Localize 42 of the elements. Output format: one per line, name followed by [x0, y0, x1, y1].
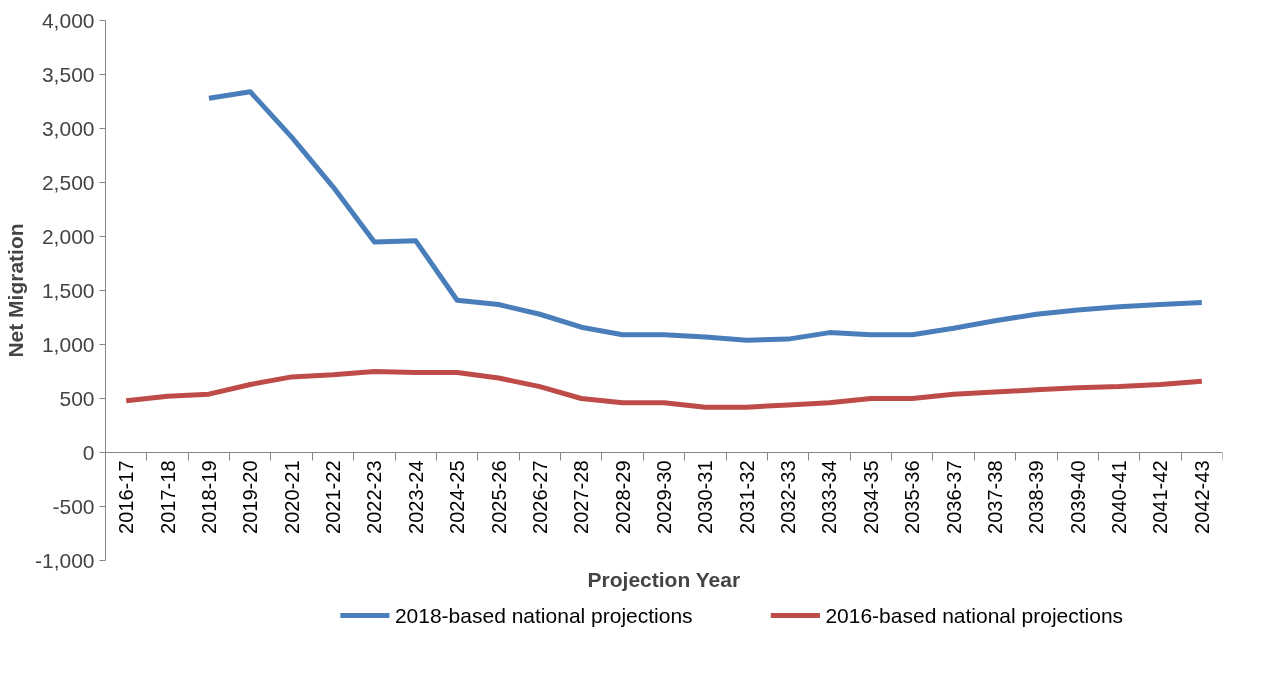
y-tick-label: 500 — [59, 386, 95, 410]
x-tick-label: 2017-18 — [156, 460, 179, 534]
x-tick-label: 2037-38 — [983, 460, 1006, 534]
x-tick-label: 2033-34 — [818, 460, 841, 534]
x-tick-label: 2038-39 — [1025, 460, 1048, 534]
x-tick-label: 2030-31 — [694, 460, 717, 534]
x-axis-title: Projection Year — [587, 567, 741, 591]
x-tick-label: 2027-28 — [570, 460, 593, 534]
x-tick-label: 2042-43 — [1190, 460, 1213, 534]
y-tick-label: -1,000 — [34, 548, 95, 572]
x-tick-label: 2031-32 — [735, 460, 758, 534]
y-tick-label: 1,000 — [41, 332, 95, 356]
x-tick-label: 2039-40 — [1066, 460, 1089, 534]
y-tick-label: 2,000 — [41, 224, 95, 248]
x-tick-label: 2022-23 — [363, 460, 386, 534]
x-tick-label: 2040-41 — [1108, 460, 1131, 534]
y-tick-label: 4,000 — [41, 8, 95, 32]
y-tick-label: 2,500 — [41, 170, 95, 194]
x-tick-label: 2029-30 — [653, 460, 675, 534]
x-tick-label: 2032-33 — [777, 460, 800, 534]
x-tick-label: 2041-42 — [1149, 460, 1172, 534]
y-tick-label: -500 — [52, 494, 95, 518]
x-tick-label: 2018-19 — [197, 460, 220, 534]
y-tick-label: 3,500 — [41, 62, 95, 86]
legend-label: 2018-based national projections — [394, 604, 693, 627]
x-tick-label: 2025-26 — [487, 460, 510, 534]
x-tick-label: 2021-22 — [322, 460, 345, 534]
y-tick-label: 0 — [82, 440, 95, 464]
x-tick-label: 2020-21 — [280, 460, 303, 534]
y-tick-label: 1,500 — [41, 278, 95, 302]
x-tick-label: 2024-25 — [446, 460, 469, 534]
x-tick-label: 2035-36 — [901, 460, 924, 534]
y-axis-title: Net Migration — [3, 223, 27, 358]
x-tick-label: 2034-35 — [859, 460, 882, 534]
x-tick-label: 2019-20 — [239, 460, 262, 534]
y-tick-label: 3,000 — [41, 116, 95, 140]
x-tick-label: 2023-24 — [404, 460, 427, 534]
legend-label: 2016-based national projections — [825, 604, 1124, 627]
x-tick-label: 2016-17 — [115, 460, 138, 534]
x-tick-label: 2026-27 — [528, 460, 551, 534]
x-tick-label: 2028-29 — [611, 460, 634, 534]
x-tick-label: 2036-37 — [942, 460, 965, 534]
